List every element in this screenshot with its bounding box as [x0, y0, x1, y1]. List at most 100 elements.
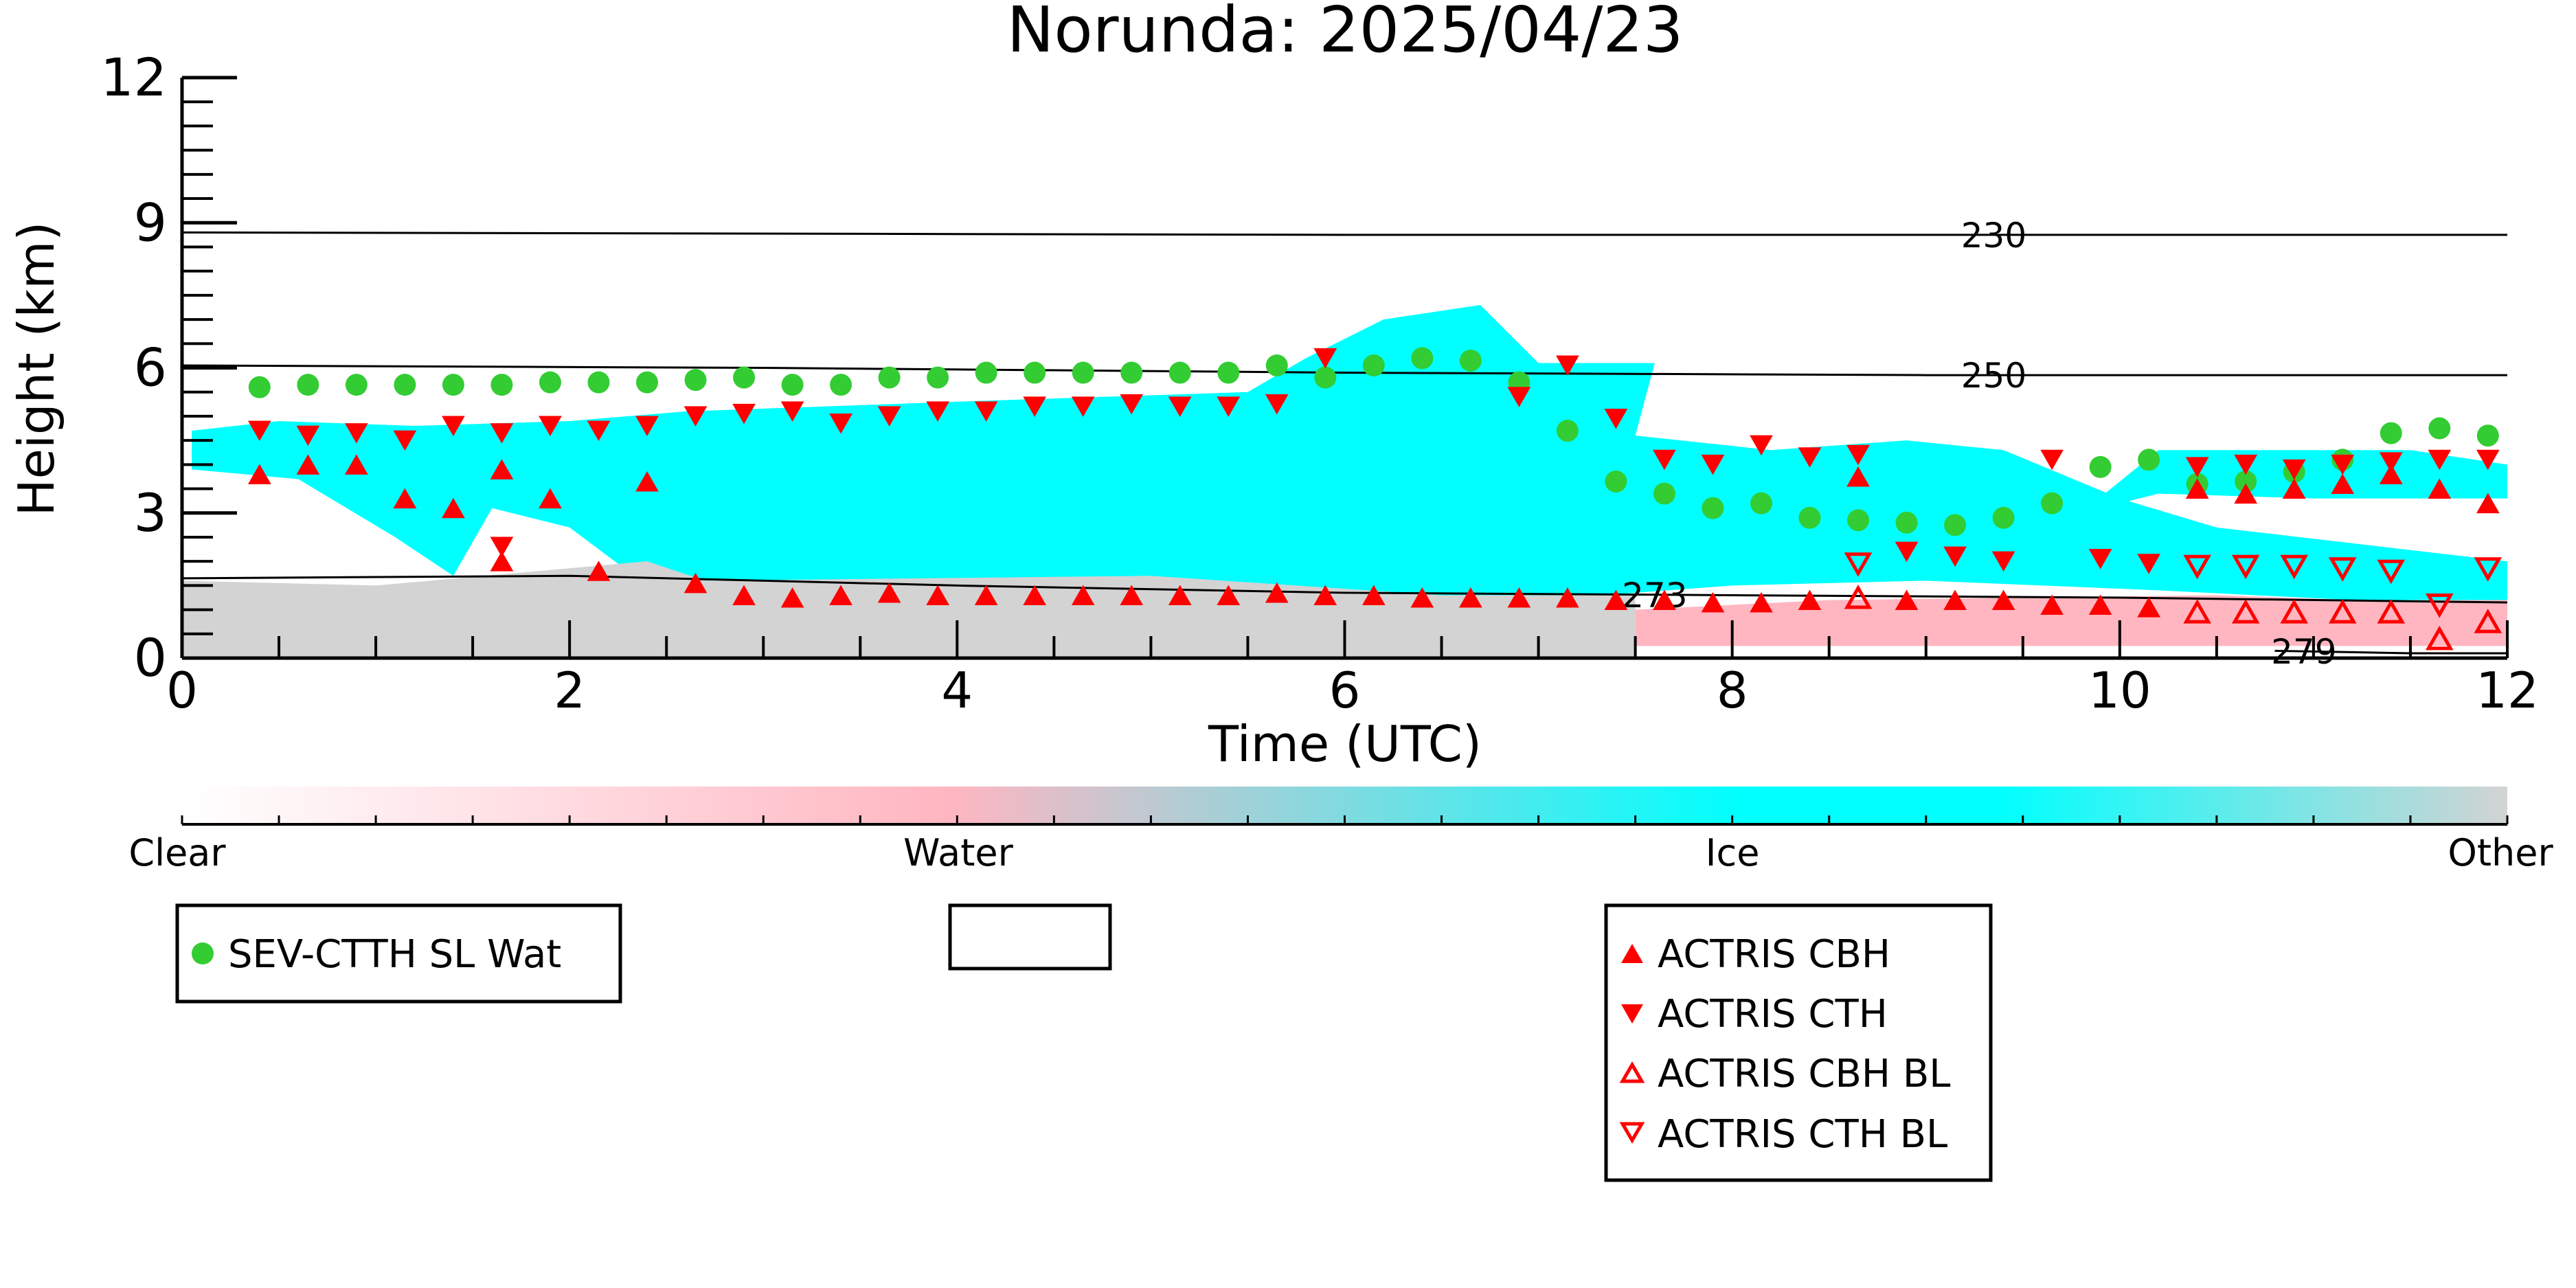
axes: 0 3 6 9 12 0 2 4 6 8 10 12	[100, 47, 2539, 719]
marker-actris-cbh	[1846, 466, 1870, 487]
marker-actris-cbh	[974, 585, 998, 605]
marker-actris-cbh	[442, 497, 465, 519]
marker-actris-cth	[926, 401, 949, 422]
marker-actris-cbh	[2428, 478, 2452, 499]
marker-actris-cbh	[1071, 585, 1095, 605]
marker-sev-ctth-sl-wat	[1750, 492, 1772, 515]
classification-regions	[182, 304, 2507, 658]
legend-label-sev-ctth: SEV-CTTH SL Wat	[228, 932, 561, 977]
marker-actris-cth	[2282, 459, 2306, 480]
chart-title: Norunda: 2025/04/23	[1007, 0, 1684, 67]
marker-sev-ctth-sl-wat	[539, 371, 561, 394]
marker-sev-ctth-sl-wat	[1314, 366, 1337, 389]
marker-actris-cbh	[2282, 478, 2306, 499]
marker-actris-cbh	[587, 561, 611, 581]
marker-sev-ctth-sl-wat	[1120, 361, 1143, 384]
marker-sev-ctth-sl-wat	[442, 374, 464, 396]
legend-box-2	[948, 903, 1112, 971]
marker-actris-cth	[345, 423, 368, 444]
marker-actris-cth	[1023, 396, 1047, 417]
marker-actris-cth-bl	[2280, 554, 2309, 580]
marker-actris-cth	[1653, 449, 1676, 471]
marker-actris-cth	[1701, 454, 1725, 475]
marker-actris-cth	[490, 536, 514, 558]
marker-actris-cth	[1168, 396, 1192, 417]
marker-actris-cbh	[635, 471, 659, 492]
marker-actris-cbh	[490, 459, 514, 479]
marker-actris-cth	[1507, 387, 1531, 407]
colorbar-label-clear: Clear	[128, 831, 226, 874]
marker-actris-cbh	[1362, 585, 1386, 605]
marker-actris-cth	[442, 416, 465, 437]
marker-sev-ctth-sl-wat	[2380, 422, 2402, 444]
marker-actris-cth	[393, 430, 417, 451]
marker-actris-cth	[1265, 394, 1289, 415]
contour-230	[181, 231, 2507, 236]
marker-actris-cbh	[1798, 589, 1822, 610]
x-tick-label: 8	[1717, 662, 1748, 719]
marker-sev-ctth-sl-wat	[975, 361, 997, 384]
legend-marker-cbh-bl	[1619, 1061, 1645, 1083]
marker-actris-cbh	[877, 582, 901, 603]
marker-sev-ctth-sl-wat	[490, 374, 513, 396]
marker-sev-ctth-sl-wat	[1459, 349, 1482, 372]
x-tick-label: 12	[2476, 662, 2539, 719]
marker-actris-cbh	[2137, 597, 2161, 618]
marker-actris-cth	[1798, 447, 1822, 468]
contour-273	[181, 574, 2508, 604]
marker-actris-cbh	[1556, 587, 1579, 608]
legend-marker-cbh	[1621, 944, 1643, 963]
marker-sev-ctth-sl-wat	[684, 369, 707, 392]
marker-actris-cth	[1846, 444, 1870, 466]
data-markers	[247, 347, 2502, 651]
legend-label-cbh: ACTRIS CBH	[1658, 932, 1890, 977]
marker-actris-cbh	[829, 585, 852, 605]
marker-actris-cbh	[1120, 585, 1144, 605]
marker-actris-cth	[1313, 348, 1337, 369]
marker-actris-cth	[2331, 454, 2355, 475]
marker-sev-ctth-sl-wat	[587, 371, 610, 394]
marker-actris-cth	[683, 406, 708, 427]
marker-actris-cbh	[2088, 594, 2112, 615]
marker-actris-cbh	[1313, 585, 1337, 605]
marker-actris-cbh	[393, 488, 417, 509]
marker-sev-ctth-sl-wat	[1653, 482, 1675, 505]
marker-sev-ctth-sl-wat	[878, 366, 901, 389]
marker-actris-cth	[2137, 554, 2161, 574]
marker-actris-cth	[732, 403, 756, 425]
region-ice-0	[192, 304, 2507, 600]
y-tick-label: 12	[100, 47, 167, 108]
marker-actris-cth-bl	[2425, 594, 2454, 618]
marker-actris-cth	[877, 406, 901, 427]
marker-actris-cth	[2476, 449, 2500, 471]
marker-actris-cth	[490, 423, 514, 444]
marker-sev-ctth-sl-wat	[1024, 361, 1046, 384]
marker-actris-cth	[2040, 449, 2064, 471]
marker-sev-ctth-sl-wat	[1798, 506, 1821, 529]
marker-actris-cth	[1556, 355, 1579, 376]
marker-actris-cbh-bl	[2183, 599, 2211, 624]
marker-actris-cbh	[1265, 582, 1289, 603]
marker-actris-cbh	[1168, 585, 1192, 605]
marker-actris-cth-bl	[2377, 559, 2406, 585]
marker-sev-ctth-sl-wat	[2041, 492, 2064, 515]
x-tick-label: 4	[941, 662, 973, 719]
x-tick-label: 2	[554, 662, 585, 719]
marker-sev-ctth-sl-wat	[1556, 420, 1579, 442]
legend-box-3: ACTRIS CBH ACTRIS CTH ACTRIS CBH BL ACTR…	[1604, 903, 1993, 1182]
marker-sev-ctth-sl-wat	[1072, 361, 1094, 384]
marker-actris-cbh	[1653, 589, 1676, 610]
marker-actris-cbh	[490, 551, 514, 572]
marker-actris-cbh	[247, 464, 271, 484]
marker-actris-cth	[2379, 452, 2403, 473]
marker-sev-ctth-sl-wat	[636, 371, 658, 394]
marker-sev-ctth-sl-wat	[733, 366, 756, 389]
marker-actris-cth	[247, 420, 271, 442]
marker-actris-cth	[539, 416, 562, 437]
marker-actris-cbh	[1750, 592, 1773, 613]
marker-sev-ctth-sl-wat	[1702, 497, 1724, 519]
marker-actris-cbh	[2234, 483, 2258, 504]
marker-actris-cth	[974, 401, 998, 422]
marker-actris-cth	[829, 413, 852, 434]
